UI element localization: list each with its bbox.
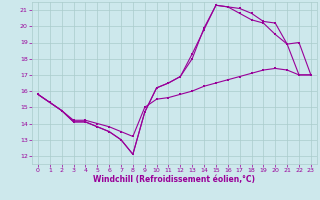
X-axis label: Windchill (Refroidissement éolien,°C): Windchill (Refroidissement éolien,°C) — [93, 175, 255, 184]
